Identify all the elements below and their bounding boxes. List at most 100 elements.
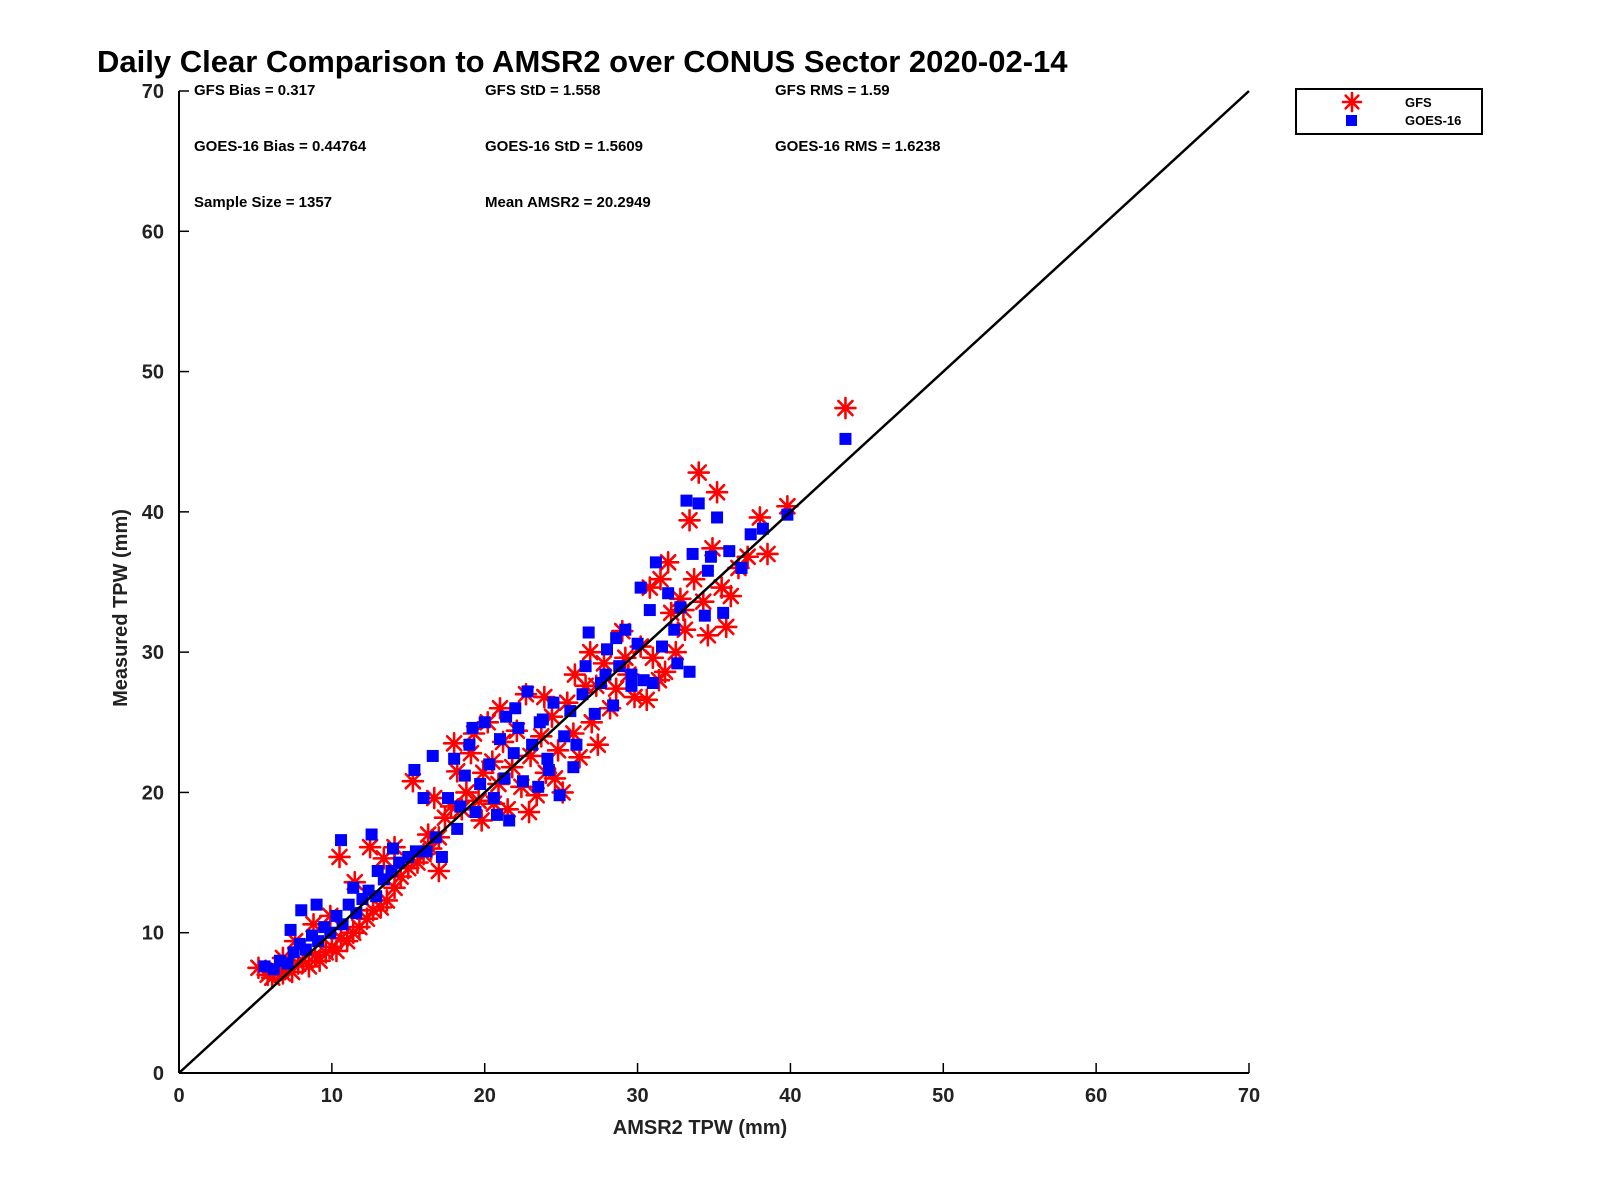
goes16-point: [490, 808, 503, 821]
goes16-point: [683, 665, 696, 678]
goes16-point: [284, 923, 297, 936]
goes16-point: [408, 763, 421, 776]
goes16-point: [547, 696, 560, 709]
y-tick-label: 0: [153, 1063, 164, 1085]
gfs-point: [756, 542, 779, 566]
gfs-point: [691, 590, 715, 613]
goes16-point: [610, 632, 623, 645]
goes16-point: [723, 545, 736, 558]
stat-text: Mean AMSR2 = 20.2949: [485, 194, 651, 211]
goes16-point: [686, 547, 699, 560]
goes16-point: [646, 677, 659, 690]
goes16-point: [393, 856, 406, 869]
goes16-point: [533, 716, 546, 729]
goes16-point: [619, 623, 632, 636]
legend-goes16-label: GOES-16: [1405, 113, 1461, 128]
goes16-point: [500, 710, 513, 723]
legend-gfs-asterisk: [1341, 91, 1363, 113]
legend: GFS GOES-16: [1295, 88, 1483, 135]
y-axis-label: Measured TPW (mm): [110, 509, 132, 707]
goes16-point: [643, 604, 656, 617]
goes16-point: [567, 761, 580, 774]
x-tick-label: 70: [1238, 1085, 1260, 1107]
stat-text: GOES-16 StD = 1.5609: [485, 138, 643, 155]
goes16-point: [509, 702, 522, 715]
goes16-point: [839, 432, 852, 445]
goes16-point: [371, 864, 384, 877]
goes16-point: [634, 581, 647, 594]
goes16-point: [625, 668, 638, 681]
goes16-point: [711, 511, 724, 524]
legend-gfs-label: GFS: [1405, 95, 1432, 110]
goes16-point: [281, 957, 294, 970]
goes16-point: [701, 564, 714, 577]
reference-line-layer: [178, 90, 1250, 1074]
gfs-point: [678, 508, 701, 532]
goes16-point: [458, 769, 471, 782]
stat-text: GFS StD = 1.558: [485, 82, 600, 99]
goes16-point: [483, 758, 496, 771]
gfs-point: [696, 624, 720, 647]
goes16-point: [474, 778, 487, 791]
goes16-point: [516, 775, 529, 788]
goes16-point: [576, 688, 589, 701]
goes16-point: [735, 561, 748, 574]
goes16-point: [668, 623, 681, 636]
goes16-point: [588, 707, 601, 720]
gfs-point: [649, 567, 672, 591]
x-tick-label: 50: [932, 1085, 954, 1107]
goes16-point: [542, 763, 555, 776]
gfs-point: [834, 396, 857, 420]
goes16-point: [463, 738, 476, 751]
goes16-point: [649, 556, 662, 569]
gfs-point: [714, 615, 738, 639]
gfs-point: [586, 733, 610, 757]
x-tick-label: 0: [173, 1085, 184, 1107]
y-tick-label: 40: [142, 502, 164, 524]
gfs-point: [328, 845, 351, 869]
goes16-point: [582, 626, 595, 639]
x-tick-label: 30: [626, 1085, 648, 1107]
goes16-point: [570, 738, 583, 751]
goes16-point: [258, 960, 271, 973]
axes: [178, 91, 1249, 1074]
goes16-point: [417, 792, 430, 805]
gfs-point: [635, 688, 659, 712]
goes16-point: [532, 780, 545, 793]
goes16-point: [553, 789, 566, 802]
goes16-point: [717, 606, 730, 619]
goes16-point: [295, 904, 308, 917]
gfs-point: [682, 567, 706, 591]
gfs-point: [517, 800, 541, 824]
axis-ticks: 0 10 20 30 40 50 60 70 0 10 20 30 40 50 60 70: [142, 81, 1260, 1107]
gfs-point: [719, 584, 743, 608]
goes16-point: [454, 800, 467, 813]
goes16-point: [637, 674, 650, 687]
gfs-point: [455, 781, 478, 804]
goes16-point: [347, 881, 360, 894]
stat-text: GOES-16 Bias = 0.44764: [194, 138, 367, 155]
goes16-point: [698, 609, 711, 622]
goes16-point: [487, 792, 500, 805]
y-tick-label: 10: [142, 923, 164, 945]
y-tick-label: 30: [142, 642, 164, 664]
goes16-point: [451, 822, 464, 835]
gfs-point: [705, 480, 729, 504]
gfs-series: [247, 396, 857, 989]
goes16-point: [613, 660, 626, 673]
y-tick-label: 60: [142, 221, 164, 243]
goes16-point: [442, 792, 455, 805]
goes16-point: [426, 749, 439, 762]
stat-text: GFS RMS = 1.59: [775, 82, 890, 99]
goes16-point: [469, 806, 482, 819]
gfs-point: [592, 652, 616, 675]
chart-title: Daily Clear Comparison to AMSR2 over CON…: [97, 44, 1068, 79]
goes16-point: [671, 657, 684, 670]
stat-text: GFS Bias = 0.317: [194, 82, 315, 99]
goes16-point: [692, 497, 705, 510]
legend-goes16-marker: [1346, 115, 1357, 126]
x-axis-label: AMSR2 TPW (mm): [613, 1117, 787, 1139]
goes16-point: [579, 660, 592, 673]
goes16-point: [387, 842, 399, 855]
